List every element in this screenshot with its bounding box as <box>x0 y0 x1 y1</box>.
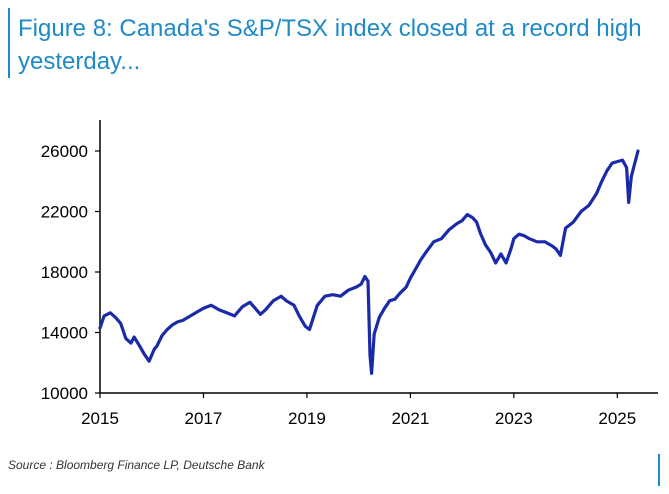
source-note: Source : Bloomberg Finance LP, Deutsche … <box>8 458 265 472</box>
y-tick-label: 14000 <box>41 324 88 343</box>
x-tick-label: 2021 <box>391 409 429 428</box>
tick-labels: 10000 14000 18000 22000 26000 2015 2017 2019 202… <box>41 142 637 428</box>
figure-title: Figure 8: Canada's S&P/TSX index closed … <box>18 15 642 75</box>
series-layer <box>98 149 640 375</box>
chart-area: 10000 14000 18000 22000 26000 2015 2017 2019 202… <box>0 100 669 445</box>
x-tick-label: 2017 <box>185 409 223 428</box>
figure-title-block: Figure 8: Canada's S&P/TSX index closed … <box>8 8 648 78</box>
footer-accent-rule <box>658 454 660 486</box>
x-tick-label: 2015 <box>81 409 119 428</box>
y-tick-label: 26000 <box>41 142 88 161</box>
y-tick-label: 10000 <box>41 384 88 403</box>
y-tick-label: 22000 <box>41 203 88 222</box>
y-tick-label: 18000 <box>41 263 88 282</box>
x-tick-label: 2019 <box>288 409 326 428</box>
axes <box>95 120 658 398</box>
x-tick-label: 2023 <box>495 409 533 428</box>
line-chart: 10000 14000 18000 22000 26000 2015 2017 2019 202… <box>41 120 658 428</box>
tsx-index-line <box>98 149 640 375</box>
x-tick-label: 2025 <box>598 409 636 428</box>
